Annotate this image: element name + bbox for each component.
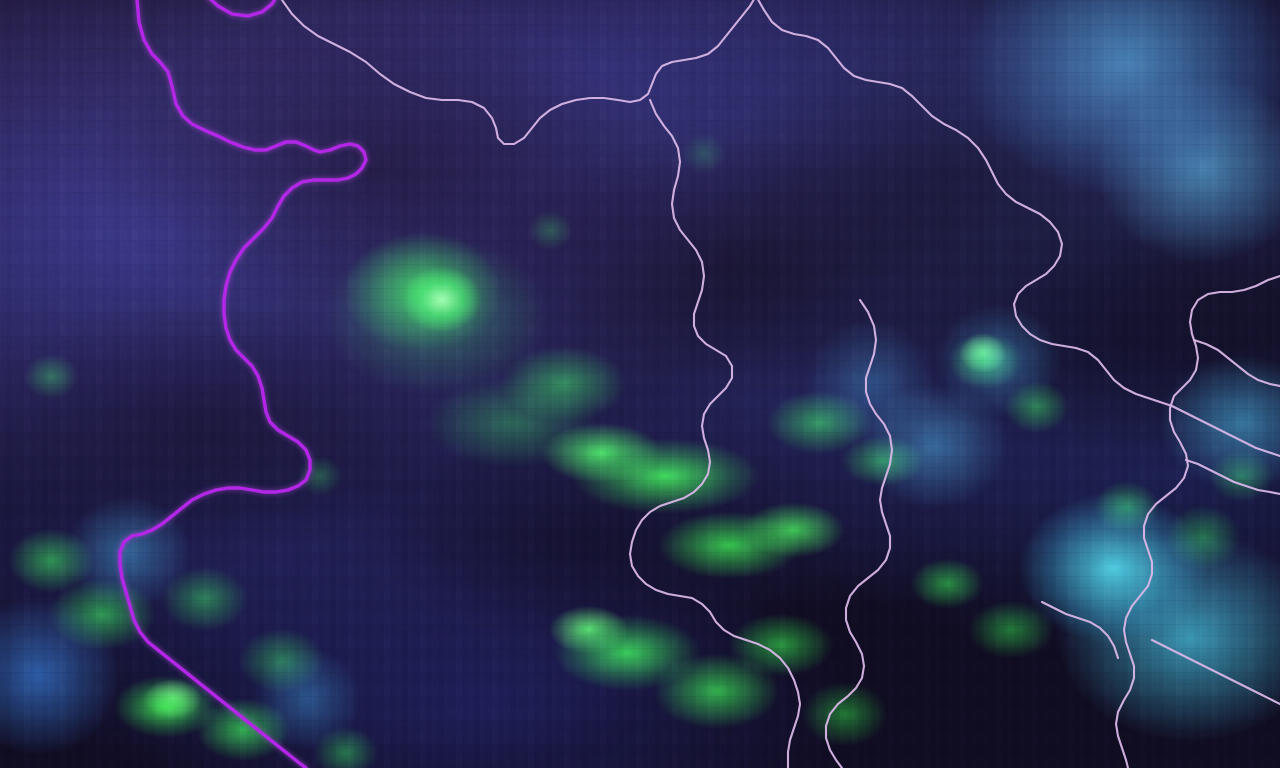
national-boundary-glow-group bbox=[116, 0, 370, 768]
admin-boundary-path-8 bbox=[1150, 638, 1280, 706]
national-boundary-group bbox=[118, 0, 368, 768]
national-boundary-glow-path-1 bbox=[116, 0, 370, 768]
national-boundary-path-1 bbox=[118, 0, 368, 768]
national-boundary-path-0 bbox=[208, 0, 277, 18]
admin-boundary-path-1 bbox=[757, 0, 1280, 458]
admin-boundary-path-3 bbox=[824, 298, 894, 768]
administrative-boundary-group bbox=[280, 0, 1280, 768]
admin-boundary-path-6 bbox=[1184, 458, 1280, 496]
admin-boundary-path-0 bbox=[280, 0, 755, 146]
admin-boundary-path-2 bbox=[628, 98, 802, 768]
admin-boundary-path-5 bbox=[1192, 338, 1280, 388]
admin-boundary-path-7 bbox=[1040, 600, 1120, 660]
admin-boundary-path-4 bbox=[1114, 274, 1280, 768]
